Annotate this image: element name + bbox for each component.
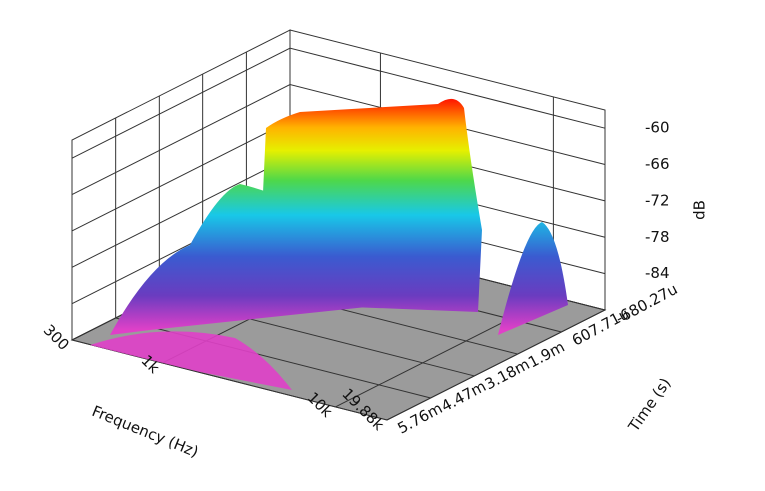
surface-peak bbox=[498, 222, 568, 335]
z-tick-label: -84 bbox=[645, 264, 670, 282]
z-axis-title: dB bbox=[691, 200, 709, 220]
z-tick-label: -66 bbox=[645, 155, 670, 173]
grid-line bbox=[71, 140, 388, 421]
z-tick-label: -78 bbox=[645, 228, 670, 246]
y-axis-title: Time (s) bbox=[624, 375, 674, 436]
spectrum-surface bbox=[90, 98, 568, 390]
surface-front bbox=[90, 331, 292, 390]
z-tick-label: -60 bbox=[645, 119, 670, 137]
z-tick-label: -72 bbox=[645, 191, 670, 209]
surface-plateau bbox=[258, 98, 482, 312]
x-tick-label: 300 bbox=[40, 321, 73, 354]
x-axis-title: Frequency (Hz) bbox=[89, 402, 201, 461]
grid-line bbox=[115, 117, 431, 399]
